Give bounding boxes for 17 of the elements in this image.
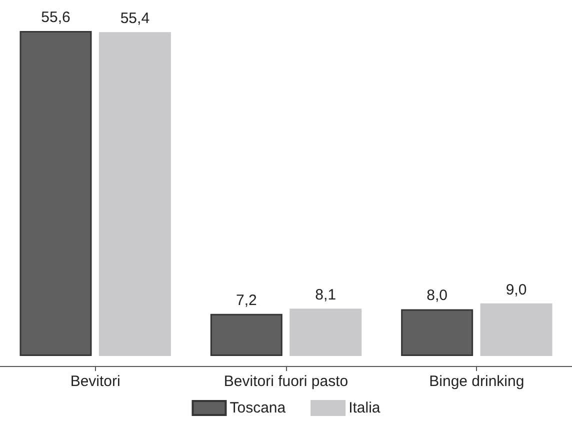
data-label: 8,0 bbox=[426, 287, 448, 304]
legend-label: Toscana bbox=[230, 400, 286, 416]
bar bbox=[98, 32, 171, 356]
data-label: 8,1 bbox=[315, 286, 336, 304]
bar bbox=[480, 303, 552, 356]
bar bbox=[210, 314, 282, 356]
data-label: 55,4 bbox=[120, 10, 150, 28]
bar bbox=[401, 309, 474, 356]
x-tick-label: Bevitori fuori pasto bbox=[224, 373, 348, 390]
data-label: 9,0 bbox=[506, 281, 527, 298]
x-tick-label: Bevitori bbox=[70, 373, 120, 390]
data-label: 7,2 bbox=[236, 292, 257, 309]
bar bbox=[290, 308, 362, 356]
legend-label: Italia bbox=[348, 400, 381, 416]
bar bbox=[20, 31, 92, 356]
x-tick-label: Binge drinking bbox=[429, 373, 524, 390]
data-label: 55,6 bbox=[41, 9, 70, 26]
